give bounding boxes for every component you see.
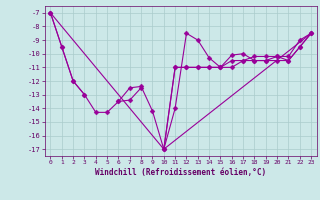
X-axis label: Windchill (Refroidissement éolien,°C): Windchill (Refroidissement éolien,°C) — [95, 168, 266, 177]
